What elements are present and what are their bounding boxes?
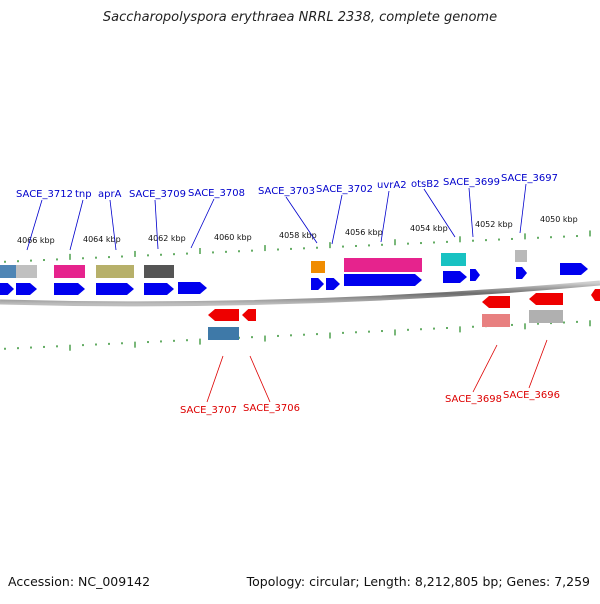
kbp-label: 4064 kbp (83, 235, 121, 244)
kbp-label: 4056 kbp (345, 228, 383, 237)
reverse-gene-arrow (208, 309, 239, 321)
gene-label[interactable]: SACE_3696 (503, 390, 560, 401)
forward-gene-arrow (326, 278, 340, 290)
tick-row-top (4, 230, 591, 263)
kbp-label: 4054 kbp (410, 224, 448, 233)
gene-box[interactable] (482, 314, 510, 327)
forward-gene-arrow (16, 283, 37, 295)
feature-track-bottom (208, 310, 563, 340)
gene-label[interactable]: SACE_3708 (188, 188, 245, 199)
label-connectors-forward (26, 183, 527, 251)
kbp-label: 4066 kbp (17, 236, 55, 245)
forward-gene-arrow (443, 271, 467, 283)
forward-gene-arrow (96, 283, 134, 295)
forward-genes (0, 263, 588, 295)
forward-gene-arrow (178, 282, 207, 294)
kbp-label: 4058 kbp (279, 231, 317, 240)
label-connectors-reverse (206, 339, 548, 403)
gene-label[interactable]: SACE_3699 (443, 177, 500, 188)
forward-gene-arrow (344, 274, 422, 286)
genome-backbone (0, 280, 600, 307)
feature-track-top (0, 250, 527, 278)
forward-gene-arrow (470, 269, 480, 281)
gene-box[interactable] (16, 265, 37, 278)
gene-box[interactable] (529, 310, 563, 323)
gene-label[interactable]: SACE_3702 (316, 184, 373, 195)
gene-label[interactable]: SACE_3709 (129, 189, 186, 200)
forward-gene-arrow (311, 278, 324, 290)
gene-label[interactable]: SACE_3698 (445, 394, 502, 405)
gene-label[interactable]: SACE_3697 (501, 173, 558, 184)
reverse-gene-arrow (242, 309, 256, 321)
gene-box[interactable] (144, 265, 174, 278)
reverse-genes (208, 289, 600, 321)
reverse-gene-arrow (591, 289, 600, 301)
reverse-gene-arrow (529, 293, 563, 305)
gene-label[interactable]: SACE_3703 (258, 186, 315, 197)
forward-gene-labels: SACE_3712 tnp aprA SACE_3709 SACE_3708 S… (16, 173, 558, 200)
forward-gene-arrow (144, 283, 174, 295)
gene-box[interactable] (441, 253, 466, 266)
kbp-label: 4050 kbp (540, 215, 578, 224)
gene-box[interactable] (344, 258, 422, 272)
gene-box[interactable] (0, 265, 16, 278)
reverse-gene-arrow (482, 296, 510, 308)
genome-summary-text: Topology: circular; Length: 8,212,805 bp… (246, 574, 590, 589)
forward-gene-arrow (560, 263, 588, 275)
gene-box[interactable] (208, 327, 239, 340)
gene-label[interactable]: aprA (98, 189, 122, 200)
forward-gene-arrow (516, 267, 527, 279)
kbp-label: 4052 kbp (475, 220, 513, 229)
gene-label[interactable]: SACE_3706 (243, 403, 300, 414)
forward-gene-arrow (0, 283, 14, 295)
genome-title: Saccharopolyspora erythraea NRRL 2338, c… (102, 10, 498, 25)
gene-label[interactable]: SACE_3707 (180, 405, 237, 416)
gene-label[interactable]: uvrA2 (377, 180, 407, 191)
kbp-labels: 4066 kbp 4064 kbp 4062 kbp 4060 kbp 4058… (17, 215, 578, 245)
kbp-label: 4060 kbp (214, 233, 252, 242)
gene-box[interactable] (515, 250, 527, 262)
gene-label[interactable]: tnp (75, 189, 92, 200)
gene-box[interactable] (96, 265, 134, 278)
gene-label[interactable]: SACE_3712 (16, 189, 73, 200)
gene-box[interactable] (311, 261, 325, 273)
kbp-label: 4062 kbp (148, 234, 186, 243)
accession-text: Accession: NC_009142 (8, 574, 151, 589)
reverse-gene-labels: SACE_3707 SACE_3706 SACE_3698 SACE_3696 (180, 390, 560, 416)
gene-label[interactable]: otsB2 (411, 179, 439, 190)
forward-gene-arrow (54, 283, 85, 295)
gene-box[interactable] (54, 265, 85, 278)
